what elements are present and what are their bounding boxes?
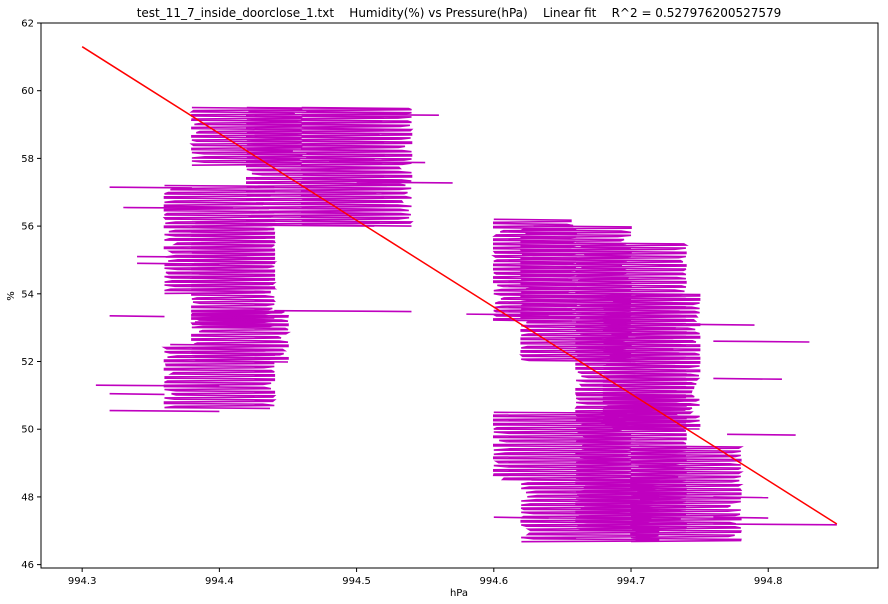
data-outlier-stroke	[137, 255, 247, 259]
data-outlier-stroke	[713, 523, 837, 526]
y-tick-label: 50	[21, 425, 34, 436]
data-outlier-stroke	[713, 516, 769, 519]
plot-frame	[40, 22, 879, 569]
x-tick-label: 994.3	[68, 576, 97, 587]
data-outlier-stroke	[493, 516, 549, 519]
x-axis-label: hPa	[450, 588, 468, 599]
y-tick-label: 52	[21, 357, 34, 368]
data-outlier-stroke	[109, 409, 220, 413]
plot-area	[40, 22, 879, 569]
y-tick-label: 46	[21, 560, 34, 571]
data-outlier-stroke	[274, 309, 412, 313]
data-outlier-stroke	[466, 313, 549, 316]
data-stroke-region	[189, 218, 278, 329]
data-outlier-stroke	[109, 392, 165, 396]
data-outlier-stroke	[521, 536, 577, 540]
data-outlier-stroke	[95, 384, 220, 387]
x-tick-label: 994.7	[617, 576, 646, 587]
data-stroke-region	[300, 106, 414, 227]
data-outlier-stroke	[356, 181, 453, 184]
data-outlier-stroke	[109, 315, 165, 318]
x-axis: 994.3 994.4 994.5 994.6 994.7 994.8	[68, 568, 783, 587]
y-tick-label: 56	[21, 222, 34, 233]
data-outlier-stroke	[137, 262, 220, 265]
data-stroke-region	[628, 445, 744, 543]
chart-title: test_11_7_inside_doorclose_1.txt Humidit…	[137, 6, 782, 20]
y-axis-label: %	[6, 291, 17, 301]
data-outlier-stroke	[713, 340, 810, 343]
y-tick-label: 62	[21, 19, 34, 30]
x-tick-label: 994.5	[342, 576, 371, 587]
x-tick-label: 994.4	[205, 576, 234, 587]
y-tick-label: 54	[21, 289, 34, 300]
data-outlier-stroke	[727, 433, 796, 436]
y-tick-label: 60	[21, 86, 34, 97]
x-tick-label: 994.6	[479, 576, 508, 587]
humidity-data-series	[95, 106, 837, 543]
linear-fit-line	[81, 46, 838, 525]
y-axis: 46 48 50 52 54 56 58 60 62	[21, 19, 41, 571]
data-outlier-stroke	[685, 323, 755, 326]
linear-fit-series	[81, 46, 838, 525]
data-outlier-stroke	[123, 206, 234, 210]
data-stroke-region	[161, 343, 277, 410]
data-outlier-stroke	[713, 377, 782, 381]
data-outlier-stroke	[109, 186, 192, 189]
data-outlier-stroke	[301, 113, 439, 116]
data-outlier-stroke	[329, 160, 426, 164]
data-outlier-stroke	[713, 496, 769, 499]
y-tick-label: 58	[21, 154, 34, 165]
y-tick-label: 48	[21, 492, 34, 503]
x-tick-label: 994.8	[754, 576, 783, 587]
data-stroke-region	[492, 411, 632, 482]
